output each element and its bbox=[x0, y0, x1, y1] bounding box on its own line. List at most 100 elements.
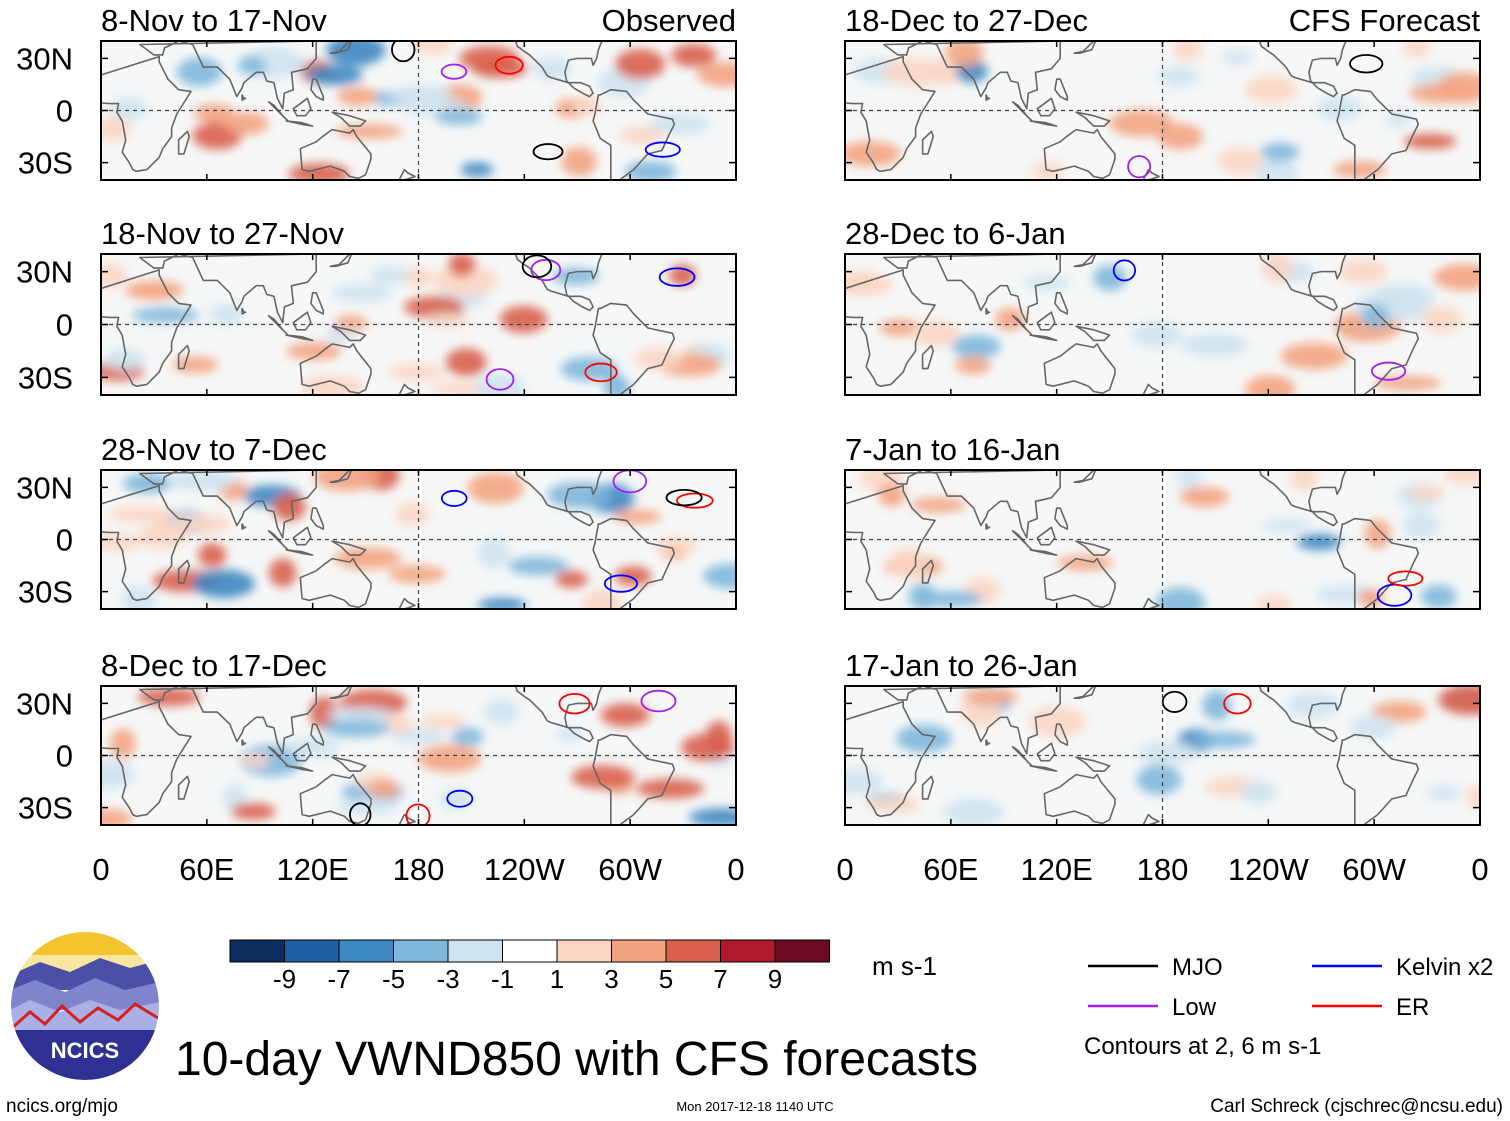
anomaly-blob bbox=[994, 307, 1026, 331]
anomaly-blob bbox=[654, 536, 699, 555]
coastline bbox=[1011, 746, 1033, 767]
contour-line bbox=[1223, 693, 1252, 715]
contour-line bbox=[446, 789, 474, 808]
coastline bbox=[331, 756, 367, 772]
coastline bbox=[985, 94, 991, 101]
colorbar-swatch bbox=[284, 939, 340, 963]
anomaly-blob bbox=[222, 112, 269, 135]
anomaly-blob bbox=[439, 788, 473, 810]
y-tick-label: 30S bbox=[18, 791, 73, 826]
x-tick-label: 60E bbox=[923, 852, 978, 887]
anomaly-blob bbox=[1361, 304, 1390, 329]
coastline bbox=[1073, 41, 1097, 54]
colorbar-tick-label: -5 bbox=[382, 964, 405, 994]
coastline bbox=[241, 739, 247, 746]
panel-period-title: 8-Nov to 17-Nov bbox=[101, 3, 327, 38]
coastline bbox=[177, 775, 190, 800]
coastline bbox=[292, 742, 312, 762]
x-tick-label: 0 bbox=[92, 852, 109, 887]
contour-line bbox=[494, 55, 524, 75]
anomaly-blob bbox=[417, 744, 482, 773]
anomaly-blob bbox=[1260, 142, 1300, 162]
colorbar-tick-label: 1 bbox=[550, 964, 564, 994]
coastline bbox=[592, 302, 676, 395]
anomaly-blob bbox=[951, 334, 1001, 359]
coastline bbox=[310, 723, 325, 746]
y-tick-label: 0 bbox=[56, 94, 73, 129]
site-link[interactable]: ncics.org/mjo bbox=[6, 1096, 118, 1117]
coastline bbox=[101, 484, 192, 602]
coastline bbox=[331, 325, 367, 342]
coastline bbox=[299, 773, 372, 825]
contour-line bbox=[644, 141, 681, 158]
contour-line bbox=[521, 254, 553, 279]
anomaly-blob bbox=[137, 688, 201, 707]
coastline bbox=[592, 517, 676, 609]
contour-line bbox=[665, 488, 703, 507]
coastline bbox=[299, 557, 372, 609]
anomaly-blob bbox=[1364, 519, 1392, 549]
coastline bbox=[1054, 507, 1069, 530]
coastline bbox=[101, 55, 192, 173]
contour-line bbox=[530, 258, 562, 282]
coastline bbox=[101, 700, 192, 818]
anomaly-blob bbox=[883, 57, 949, 87]
anomaly-blob bbox=[451, 727, 484, 747]
anomaly-blob bbox=[1420, 584, 1458, 609]
anomaly-blob bbox=[555, 727, 583, 743]
coastline bbox=[1075, 325, 1111, 342]
colorbar-swatch bbox=[720, 939, 776, 963]
anomaly-blob bbox=[1280, 342, 1348, 370]
map-panel: 30N 0 30S 18-Nov to 27-Nov bbox=[16, 216, 737, 396]
wave-contours bbox=[485, 254, 696, 391]
coastline bbox=[1029, 120, 1058, 127]
coastline bbox=[1142, 597, 1160, 609]
coastline bbox=[1075, 756, 1111, 772]
coastline bbox=[985, 739, 991, 746]
contour-line bbox=[349, 802, 372, 825]
coastline bbox=[1054, 292, 1069, 315]
anomaly-blob bbox=[688, 808, 736, 825]
anomaly-blob bbox=[920, 590, 984, 607]
coastline bbox=[177, 344, 190, 370]
x-tick-label: 0 bbox=[1471, 852, 1488, 887]
coastline bbox=[985, 523, 991, 530]
anomaly-blob bbox=[1401, 511, 1441, 539]
anomaly-blob bbox=[1240, 779, 1277, 805]
wave-contours bbox=[440, 470, 714, 593]
coastline bbox=[329, 470, 353, 483]
x-axes-layer: 0 60E 120E 180 120W 60W 0 0 60E 120E 180 120W 60W 0 bbox=[92, 852, 1488, 887]
anomaly-blob bbox=[239, 744, 302, 777]
y-tick-label: 30S bbox=[18, 575, 73, 610]
coastline bbox=[299, 128, 372, 180]
map-panel: 30N 0 30S 28-Nov to 7-Dec bbox=[16, 432, 737, 610]
contour-line bbox=[1349, 54, 1384, 74]
coastline bbox=[1142, 168, 1160, 180]
anomaly-blob bbox=[424, 312, 470, 328]
coastline bbox=[1029, 549, 1058, 556]
coastline bbox=[1011, 530, 1033, 551]
anomaly-blob bbox=[334, 547, 402, 570]
anomaly-field bbox=[845, 41, 1480, 180]
map-panel: 30N 0 30S 8-Dec to 17-Dec bbox=[16, 648, 737, 826]
wave-contours bbox=[1127, 54, 1384, 179]
anomaly-blob bbox=[507, 556, 569, 576]
coastline bbox=[310, 292, 325, 315]
colorbar: -9 -7 -5 -3 -1 1 3 5 7 9 m s-1 bbox=[229, 939, 937, 994]
coastline bbox=[329, 254, 353, 268]
coastline bbox=[1043, 128, 1116, 180]
anomaly-blob bbox=[1338, 258, 1389, 284]
coastline bbox=[292, 526, 312, 546]
anomaly-blob bbox=[866, 796, 922, 813]
anomaly-blob bbox=[1031, 161, 1065, 180]
anomaly-blob bbox=[1222, 49, 1253, 66]
anomaly-blob bbox=[1426, 784, 1462, 801]
anomaly-blob bbox=[388, 565, 446, 584]
anomaly-blob bbox=[1155, 587, 1206, 609]
y-tick-label: 30N bbox=[16, 686, 73, 721]
contour-line bbox=[440, 63, 468, 80]
anomaly-blob bbox=[471, 58, 529, 79]
anomaly-blob bbox=[1175, 470, 1202, 490]
x-tick-label: 0 bbox=[727, 852, 744, 887]
coastline bbox=[285, 549, 314, 556]
